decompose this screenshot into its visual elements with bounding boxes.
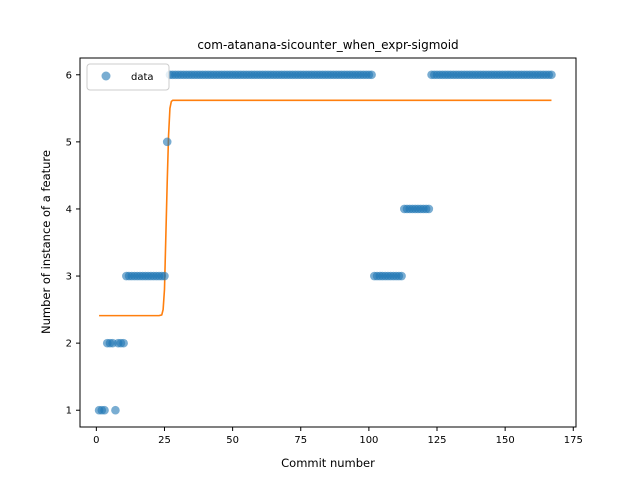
data-point [162, 137, 172, 147]
x-tick-label: 100 [359, 435, 378, 446]
x-tick-label: 25 [158, 435, 171, 446]
legend-marker-data [101, 71, 111, 81]
legend-label-data: data [131, 72, 154, 83]
x-tick-label: 0 [93, 435, 99, 446]
y-tick-label: 5 [66, 137, 72, 148]
data-point [119, 338, 128, 348]
y-axis: 1 2 3 4 5 6 [66, 70, 80, 417]
y-tick-label: 3 [66, 272, 72, 283]
data-point [367, 70, 376, 80]
y-tick-label: 2 [66, 339, 72, 350]
x-axis-label: Commit number [281, 456, 375, 470]
x-axis: 0 25 50 75 100 125 150 175 [93, 427, 583, 446]
x-tick-label: 75 [294, 435, 307, 446]
data-point [160, 271, 169, 281]
x-tick-label: 175 [564, 435, 583, 446]
y-tick-label: 6 [66, 70, 72, 81]
plot-frame [79, 57, 577, 428]
data-point [100, 405, 109, 415]
legend: data [86, 63, 170, 91]
x-tick-label: 150 [496, 435, 515, 446]
x-tick-label: 125 [427, 435, 446, 446]
data-point [111, 405, 120, 415]
legend-box [86, 63, 170, 91]
chart-title: com-atanana-sicounter_when_expr-sigmoid [197, 38, 458, 52]
x-tick-label: 50 [226, 435, 239, 446]
points-layer [94, 70, 556, 415]
data-point [547, 70, 556, 80]
y-tick-label: 1 [66, 406, 72, 417]
y-axis-label: Number of instance of a feature [39, 150, 53, 334]
data-point [424, 204, 434, 214]
fit-line [99, 99, 552, 317]
fit-layer [99, 99, 552, 317]
y-tick-label: 4 [66, 204, 72, 215]
data-point [397, 271, 406, 281]
